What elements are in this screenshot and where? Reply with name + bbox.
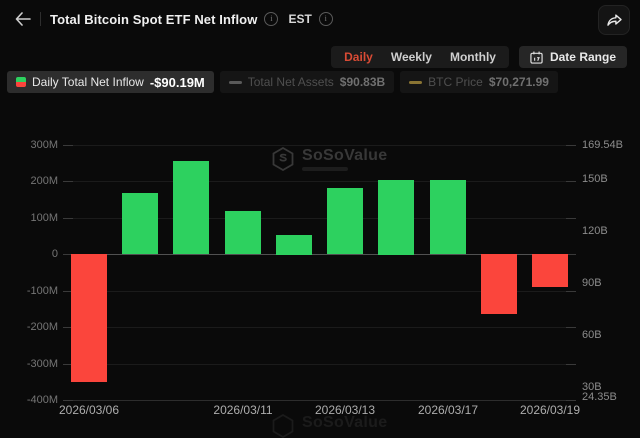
bar[interactable] [122, 193, 158, 254]
x-axis-label: 2026/03/13 [314, 403, 376, 417]
calendar-icon [530, 51, 543, 64]
x-axis-label: 2026/03/17 [417, 403, 479, 417]
legend-row: Daily Total Net Inflow -$90.19M Total Ne… [7, 71, 558, 93]
gridline [63, 145, 576, 146]
legend-value: $70,271.99 [488, 75, 549, 89]
period-tab-group: Daily Weekly Monthly [331, 46, 509, 68]
y-axis-label-right: 30B [582, 381, 602, 393]
gridline [63, 254, 576, 255]
tab-daily[interactable]: Daily [344, 50, 373, 64]
legend-value: -$90.19M [149, 74, 205, 90]
title-info-icon[interactable]: i [264, 12, 279, 26]
bar[interactable] [378, 180, 414, 255]
right-axis-tick [566, 254, 576, 255]
legend-item-net-inflow[interactable]: Daily Total Net Inflow -$90.19M [7, 71, 214, 93]
btc-price-dash-icon [409, 80, 423, 84]
y-axis-label-left: -200M [26, 321, 58, 333]
legend-value: $90.83B [339, 75, 386, 89]
right-axis-tick [566, 145, 576, 146]
bar[interactable] [327, 188, 363, 254]
y-axis-label-left: -400M [26, 394, 58, 406]
y-axis-label-right: 150B [582, 173, 608, 185]
x-axis-label: 2026/03/11 [213, 403, 273, 417]
x-axis-label: 2026/03/06 [58, 403, 120, 417]
net-inflow-swatch-icon [16, 77, 26, 87]
share-icon [606, 13, 622, 26]
y-axis-label-left: 0 [51, 248, 58, 260]
arrow-left-icon [15, 12, 31, 26]
header: Total Bitcoin Spot ETF Net Inflow i EST … [0, 0, 640, 38]
bar[interactable] [532, 254, 568, 287]
y-axis-label-right: 120B [582, 225, 608, 237]
right-axis-tick [566, 181, 576, 182]
gridline [63, 400, 576, 401]
bar-chart: 300M 200M 100M 0 -100M -200M -300M -400M 169.54B… [26, 139, 623, 417]
left-axis-tick [63, 145, 73, 146]
x-axis-label: 2026/03/19 [519, 403, 581, 417]
right-axis-tick [566, 364, 576, 365]
bar[interactable] [430, 180, 466, 254]
share-button[interactable] [598, 5, 630, 35]
bar[interactable] [481, 254, 517, 314]
y-axis-label-right: 60B [582, 329, 602, 341]
tab-weekly[interactable]: Weekly [390, 50, 432, 64]
net-assets-dash-icon [228, 80, 242, 84]
y-axis-label-right: 169.54B [582, 139, 623, 151]
gridline [63, 364, 576, 365]
page-title: Total Bitcoin Spot ETF Net Inflow [50, 11, 258, 27]
date-range-button[interactable]: Date Range [518, 46, 627, 68]
bar[interactable] [71, 254, 107, 382]
left-axis-tick [63, 181, 73, 182]
back-button[interactable] [10, 8, 36, 30]
left-axis-tick [63, 400, 73, 401]
gridline [63, 181, 576, 182]
y-axis-label-left: 200M [30, 175, 58, 187]
y-axis-label-left: 300M [30, 139, 58, 151]
y-axis-label-left: -300M [26, 358, 58, 370]
left-axis-tick [63, 327, 73, 328]
left-axis-tick [63, 291, 73, 292]
y-axis-label-left: -100M [26, 285, 58, 297]
left-axis-tick [63, 218, 73, 219]
gridline [63, 327, 576, 328]
legend-label: Daily Total Net Inflow [32, 75, 144, 89]
y-axis-label-right: 24.35B [582, 391, 617, 403]
header-divider [40, 12, 41, 26]
right-axis-tick [566, 291, 576, 292]
timezone-label: EST [288, 12, 312, 26]
right-axis-tick [566, 218, 576, 219]
period-controls: Daily Weekly Monthly Date Range [331, 46, 627, 68]
bar[interactable] [276, 235, 312, 255]
legend-label: Total Net Assets [247, 75, 334, 89]
left-axis-tick [63, 364, 73, 365]
y-axis-label-left: 100M [30, 212, 58, 224]
left-axis-tick [63, 254, 73, 255]
right-axis-tick [566, 327, 576, 328]
gridline [63, 218, 576, 219]
date-range-label: Date Range [549, 50, 616, 64]
tab-monthly[interactable]: Monthly [449, 50, 496, 64]
legend-label: BTC Price [428, 75, 483, 89]
bar[interactable] [173, 161, 209, 254]
legend-item-btc-price[interactable]: BTC Price $70,271.99 [400, 71, 558, 93]
timezone-info-icon[interactable]: i [318, 12, 333, 26]
legend-item-net-assets[interactable]: Total Net Assets $90.83B [219, 71, 395, 93]
bar[interactable] [225, 211, 261, 254]
gridline [63, 291, 576, 292]
y-axis-label-right: 90B [582, 277, 602, 289]
right-axis-tick [566, 400, 576, 401]
